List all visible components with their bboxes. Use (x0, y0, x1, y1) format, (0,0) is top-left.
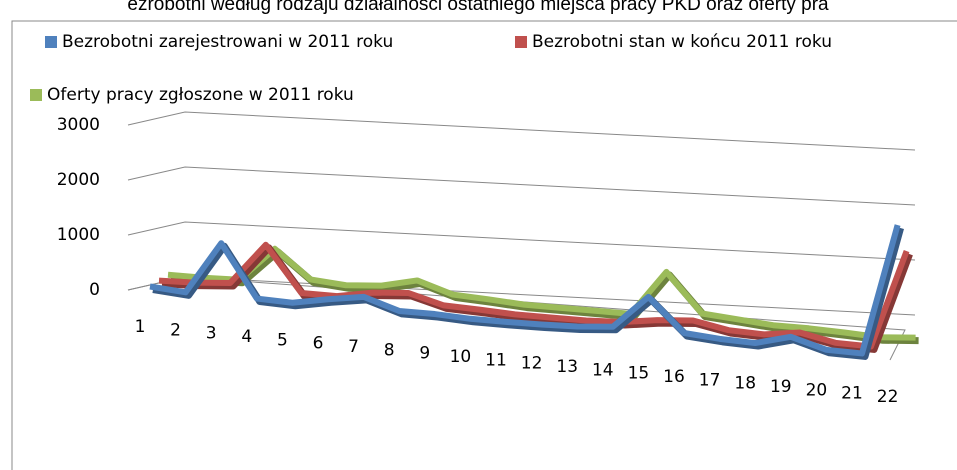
x-tick-label: 20 (806, 380, 828, 400)
x-tick-label: 16 (663, 367, 685, 387)
x-tick-label: 14 (592, 360, 614, 380)
x-tick-label: 21 (841, 384, 863, 404)
x-tick-label: 6 (313, 334, 324, 354)
chart-frame (11, 20, 957, 470)
y-tick-label: 3000 (57, 115, 100, 135)
x-tick-label: 3 (206, 324, 217, 344)
legend-label: Bezrobotni stan w końcu 2011 roku (532, 32, 832, 52)
legend-swatch (30, 89, 42, 101)
grid-line (127, 166, 916, 206)
x-tick-label: 13 (556, 357, 578, 377)
grid-line (127, 221, 916, 261)
chart-title: ezrobotni według rodzaju działalności os… (127, 0, 829, 15)
x-tick-label: 2 (170, 320, 181, 340)
legend-swatch (515, 36, 527, 48)
y-tick-label: 2000 (57, 170, 100, 190)
x-tick-label: 8 (384, 340, 395, 360)
x-tick-label: 10 (450, 347, 472, 367)
legend-swatch (45, 36, 57, 48)
x-tick-label: 4 (241, 327, 252, 347)
y-tick-label: 0 (89, 280, 100, 300)
x-tick-label: 11 (485, 350, 507, 370)
x-tick-label: 5 (277, 330, 288, 350)
x-tick-label: 12 (521, 354, 543, 374)
x-tick-label: 1 (135, 317, 146, 337)
x-tick-label: 7 (348, 337, 359, 357)
x-tick-label: 9 (419, 344, 430, 364)
legend-label: Oferty pracy zgłoszone w 2011 roku (47, 85, 354, 105)
x-tick-label: 18 (734, 374, 756, 394)
y-tick-label: 1000 (57, 225, 100, 245)
series-line (167, 245, 916, 341)
x-tick-label: 19 (770, 377, 792, 397)
grid-line (127, 111, 916, 151)
x-tick-label: 17 (699, 370, 721, 390)
x-tick-label: 15 (628, 364, 650, 384)
legend-label: Bezrobotni zarejestrowani w 2011 roku (62, 32, 393, 52)
series-line (149, 224, 901, 357)
series-line (158, 241, 910, 350)
x-tick-label: 22 (877, 387, 899, 407)
